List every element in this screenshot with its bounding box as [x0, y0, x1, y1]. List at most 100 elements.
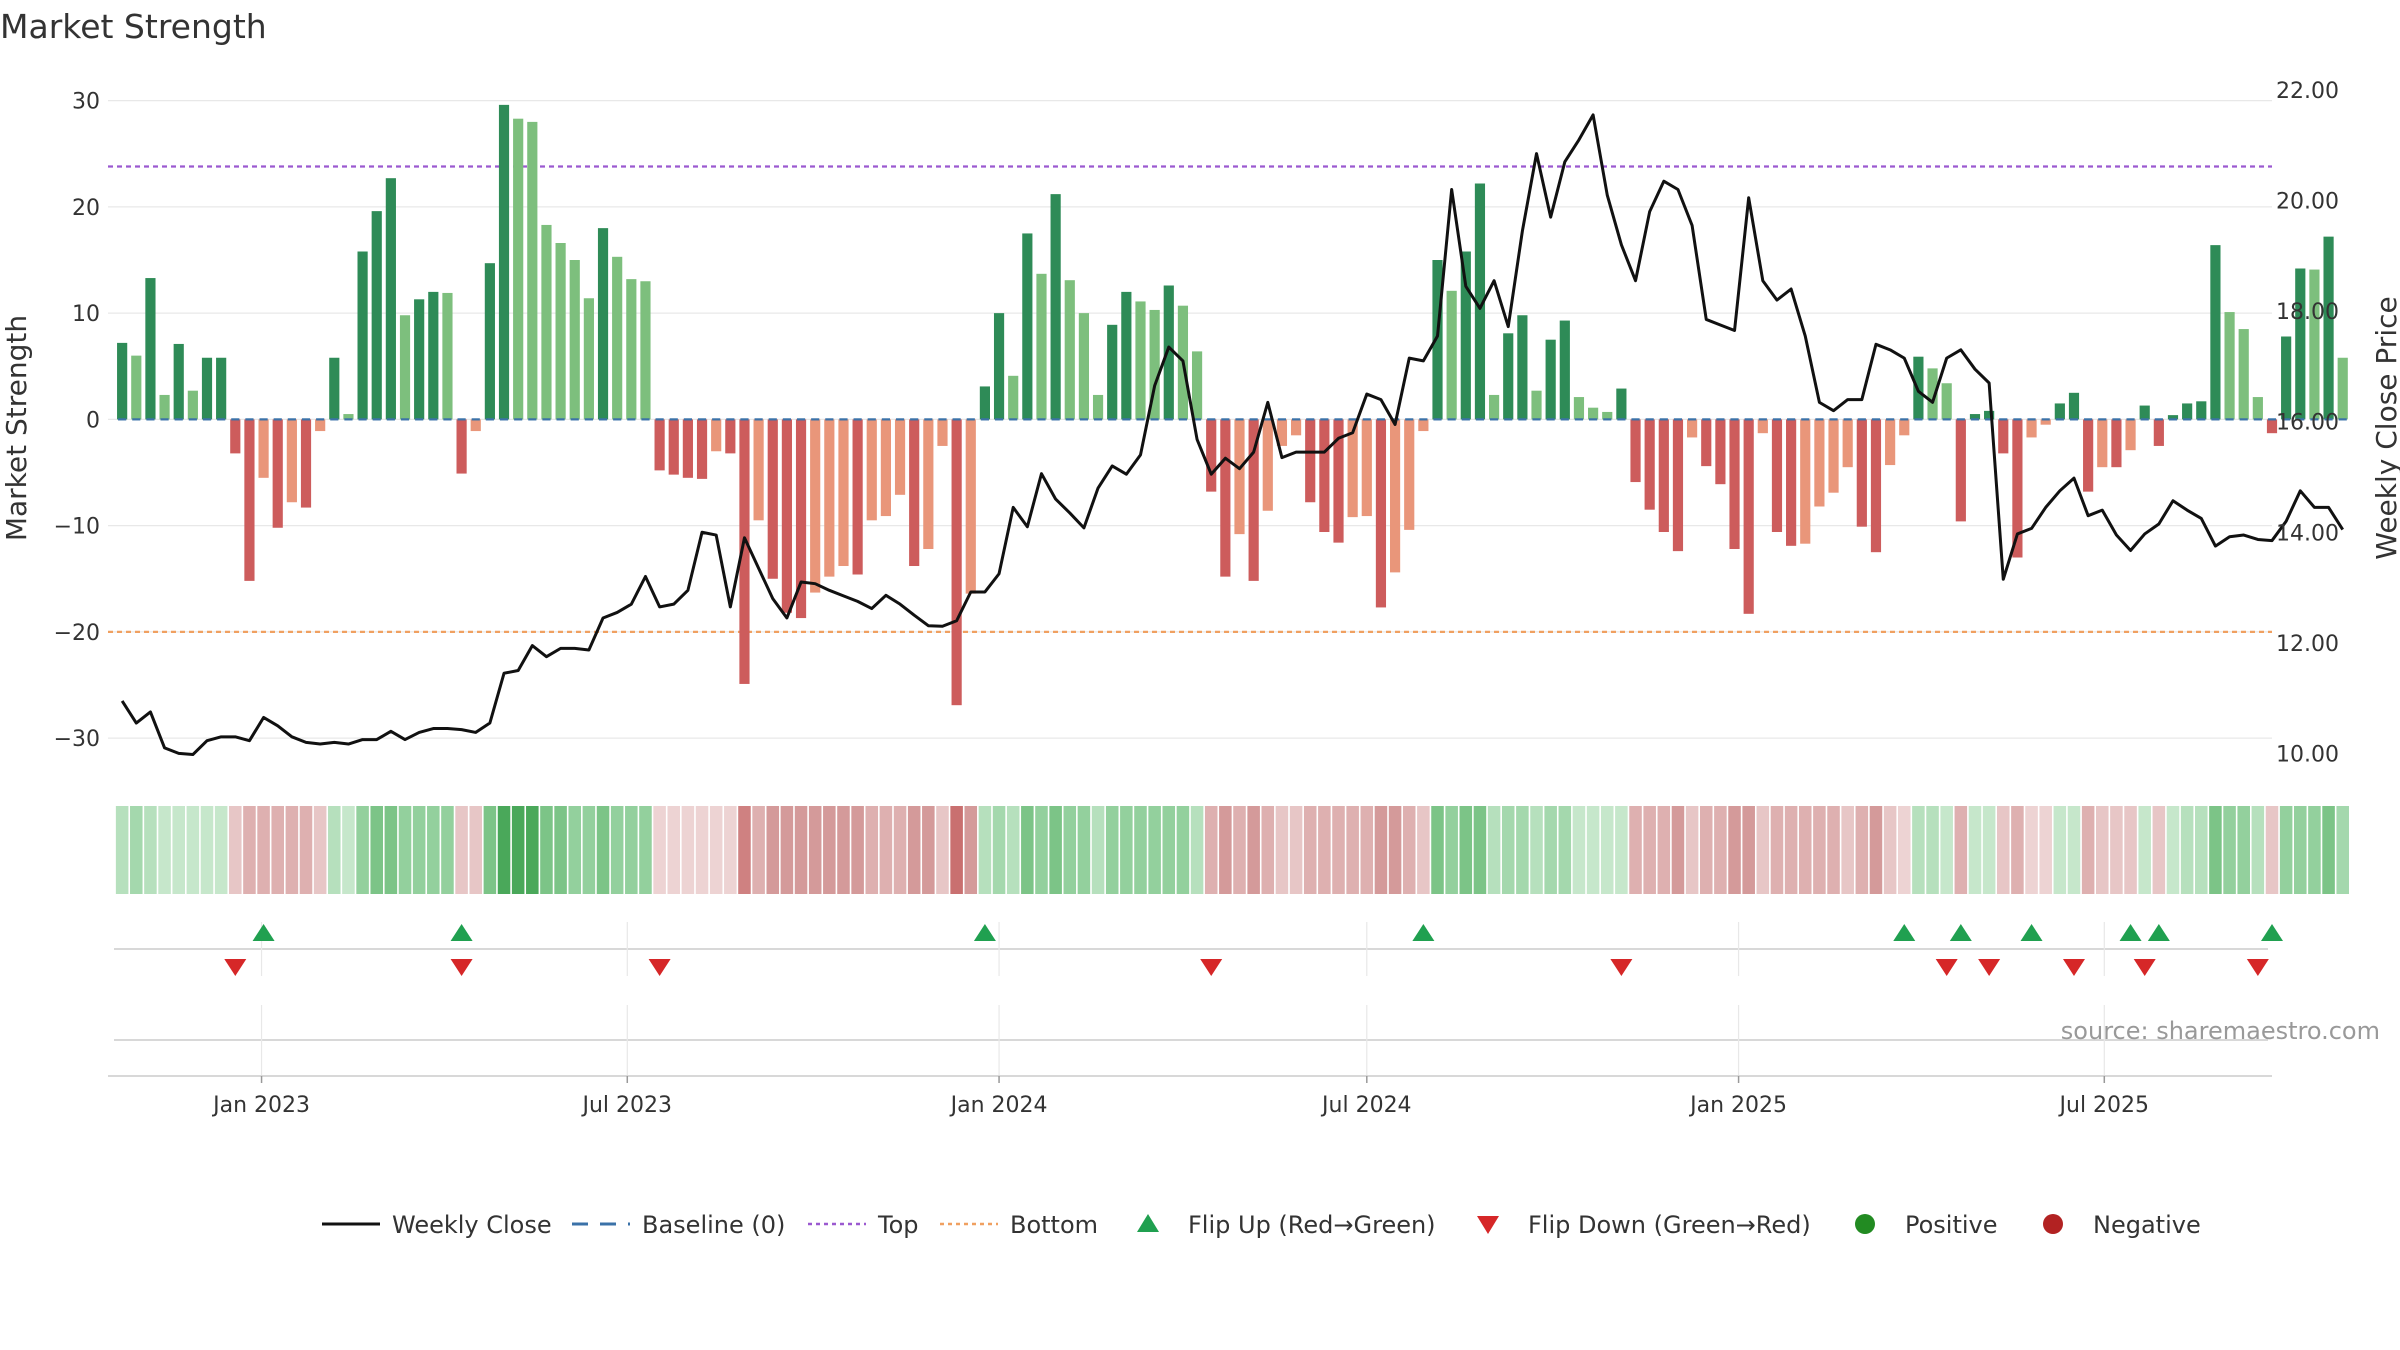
band-cell	[412, 806, 426, 894]
positive-bar	[385, 178, 396, 420]
positive-bar	[1489, 394, 1500, 420]
band-cell	[455, 806, 468, 894]
negative-bar	[824, 419, 835, 577]
positive-bar	[1008, 375, 1019, 420]
negative-bar	[1630, 419, 1641, 483]
band-cell	[1530, 806, 1543, 894]
legend-swatch-flip-down	[1477, 1216, 1499, 1234]
negative-bar	[1347, 419, 1358, 518]
band-cell	[1968, 806, 1982, 894]
negative-bar	[725, 419, 736, 454]
flip-up-marker	[2020, 924, 2043, 941]
band-cell	[596, 806, 610, 894]
flip-up-marker	[973, 924, 996, 941]
negative-bar	[668, 419, 679, 475]
band-cell	[356, 806, 369, 894]
band-cell	[568, 806, 582, 894]
right-axis-title: Weekly Close Price	[2370, 296, 2400, 559]
band-cell	[2025, 806, 2038, 894]
negative-bar	[1333, 419, 1344, 543]
band-cell	[1629, 806, 1642, 894]
legend-label: Bottom	[1010, 1211, 1098, 1239]
negative-bar	[2040, 419, 2051, 425]
x-tick-label: Jan 2023	[211, 1093, 310, 1118]
positive-bar	[640, 281, 651, 420]
positive-bar	[1121, 291, 1132, 420]
negative-bar	[2026, 419, 2037, 438]
negative-bar	[1319, 419, 1330, 533]
band-cell	[511, 806, 525, 894]
band-cell	[243, 806, 256, 894]
positive-bar	[1474, 183, 1486, 420]
negative-bar	[2083, 419, 2094, 492]
band-cell	[893, 806, 907, 894]
band-cell	[2336, 806, 2349, 894]
band-cell	[1501, 806, 1515, 894]
close-line-group	[120, 113, 2344, 757]
flip-down-marker	[2062, 959, 2085, 976]
band-cell	[1190, 806, 1204, 894]
band-cell	[667, 806, 681, 894]
band-cell	[1728, 806, 1741, 894]
negative-bar	[286, 419, 297, 503]
band-cell	[158, 806, 171, 894]
band-cell	[441, 806, 454, 894]
negative-bar	[1687, 419, 1698, 438]
band-cell	[1204, 806, 1218, 894]
band-cell	[342, 806, 355, 894]
positive-bar	[1559, 320, 1570, 420]
positive-bar	[2323, 236, 2334, 420]
negative-bar	[2111, 419, 2122, 468]
band-cell	[1473, 806, 1487, 894]
positive-bar	[442, 292, 453, 420]
band-cell	[1120, 806, 1133, 894]
band-cell	[1883, 806, 1897, 894]
negative-bar	[1389, 419, 1401, 573]
band-cell	[1247, 806, 1260, 894]
positive-bar	[1545, 339, 1556, 420]
negative-bar	[2125, 419, 2136, 451]
negative-bar	[711, 419, 722, 452]
band-cell	[144, 806, 157, 894]
band-cell	[229, 806, 242, 894]
band-cell	[1332, 806, 1345, 894]
negative-bar	[1955, 419, 1966, 522]
flip-down-marker	[2133, 959, 2156, 976]
negative-bar	[1361, 419, 1372, 517]
band-cell	[879, 806, 893, 894]
positive-bar	[1092, 394, 1104, 420]
band-cell	[1374, 806, 1388, 894]
positive-bar	[626, 279, 637, 420]
chart-title: Market Strength	[0, 7, 267, 46]
band-cell	[1431, 806, 1444, 894]
negative-bar	[1814, 419, 1825, 507]
band-cell	[2138, 806, 2151, 894]
positive-bar	[1503, 333, 1514, 420]
positive-bar	[187, 390, 198, 420]
legend: Weekly Close Baseline (0) Top Bottom Flip Up…	[322, 1211, 2201, 1239]
negative-bar	[1220, 419, 1231, 577]
band-cell	[370, 806, 383, 894]
band-cell	[1798, 806, 1812, 894]
left-tick-label: 10	[72, 302, 100, 327]
positive-bar	[513, 118, 524, 420]
negative-bar	[1885, 419, 1896, 466]
negative-bar	[866, 419, 877, 521]
flip-up-marker	[1949, 924, 1972, 941]
negative-bar	[1715, 419, 1726, 485]
legend-swatch-circle	[1855, 1214, 1875, 1234]
positive-bar	[1969, 414, 1981, 420]
band-cell	[1784, 806, 1798, 894]
band-cell	[1897, 806, 1911, 894]
band-cell	[1600, 806, 1614, 894]
band-cell	[2237, 806, 2250, 894]
band-cell	[1388, 806, 1402, 894]
positive-bar	[2210, 245, 2221, 420]
left-tick-label: −30	[54, 727, 100, 752]
positive-bar	[2054, 403, 2065, 420]
band-cell	[1940, 806, 1953, 894]
x-tick-label: Jul 2023	[581, 1093, 673, 1118]
band-cell	[2011, 806, 2024, 894]
band-cell	[2067, 806, 2081, 894]
